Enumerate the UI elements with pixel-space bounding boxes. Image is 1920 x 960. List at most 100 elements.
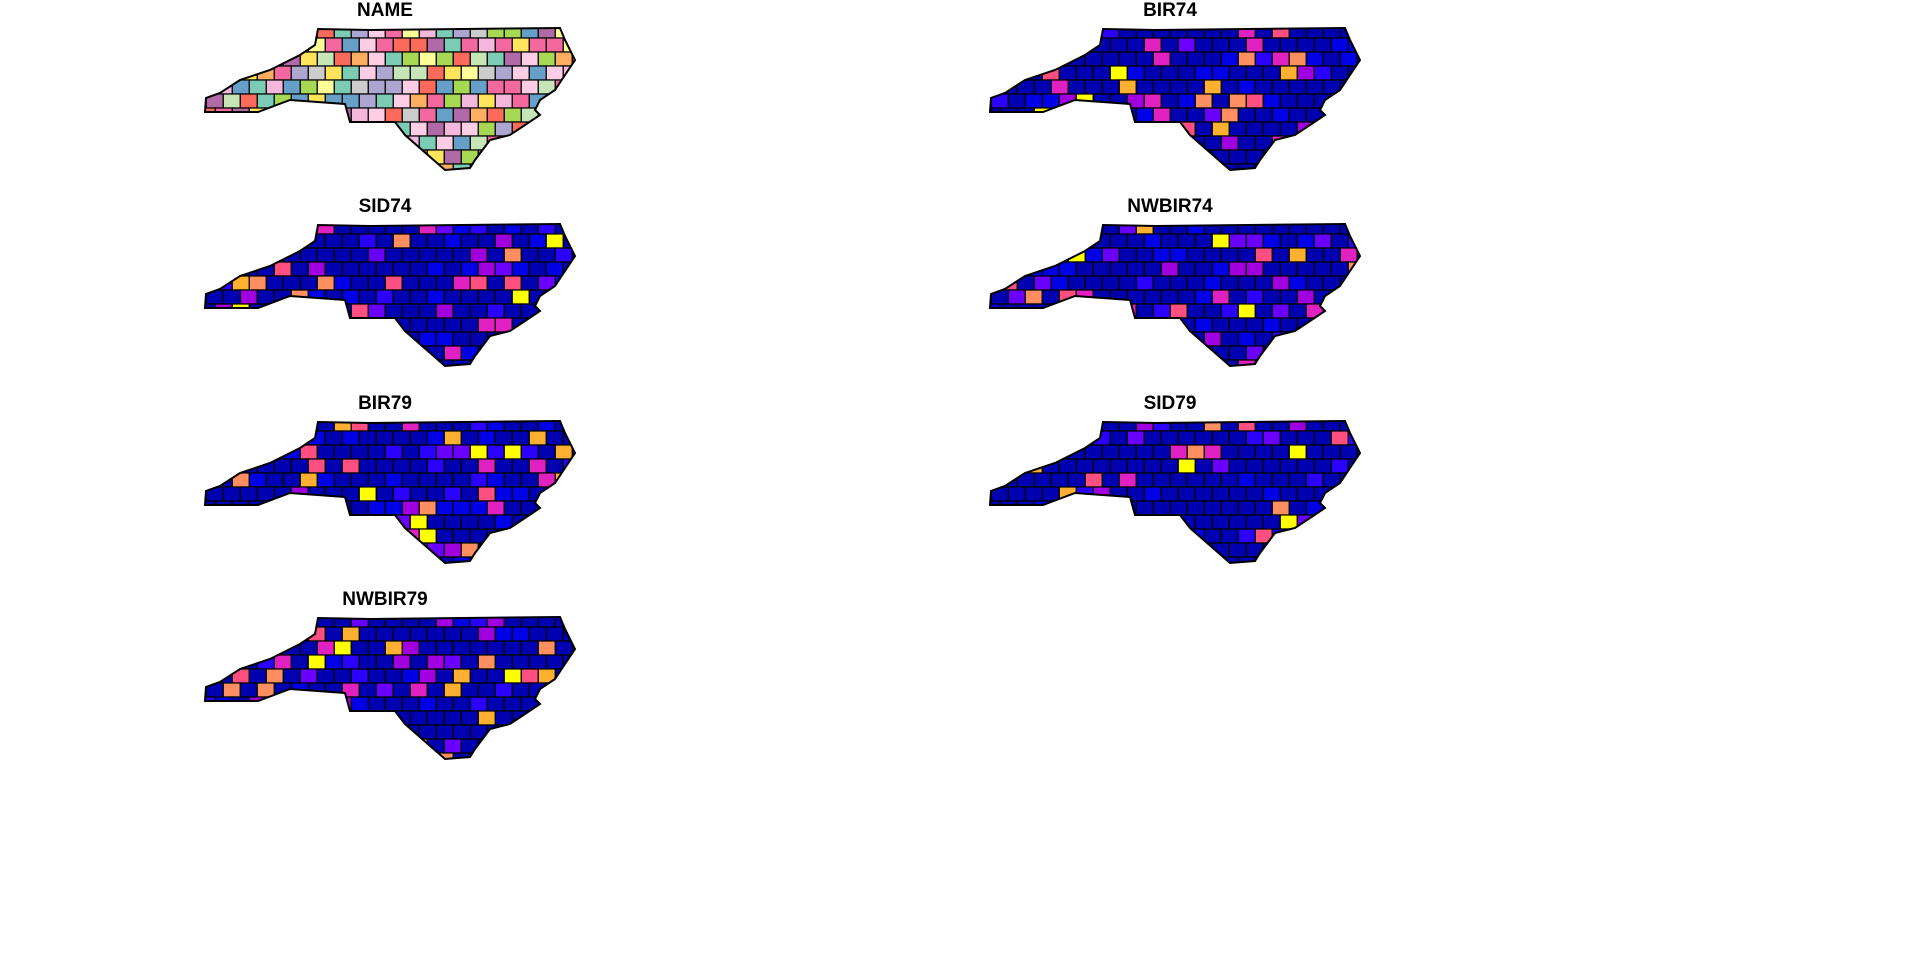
county-polygon [1313,430,1332,446]
county-polygon [375,738,394,754]
county-polygon [1007,514,1026,530]
county-polygon [1296,486,1315,502]
county-polygon [231,135,250,151]
county-polygon [1339,444,1358,460]
county-polygon [1262,458,1281,474]
county-polygon [316,752,335,759]
county-polygon [418,472,437,488]
county-polygon [350,163,369,170]
county-polygon [1237,444,1256,460]
county-polygon [1109,121,1128,137]
county-polygon [435,303,454,319]
county-polygon [401,640,420,656]
county-polygon [1203,556,1222,563]
county-polygon [580,655,585,669]
county-polygon [1365,318,1370,332]
county-polygon [195,276,198,290]
county-polygon [1118,275,1137,291]
county-polygon [511,430,530,446]
county-polygon [1075,149,1094,165]
county-polygon [1058,37,1077,53]
county-polygon [1330,542,1349,558]
county-polygon [980,276,983,290]
county-polygon [316,163,335,170]
county-polygon [1237,135,1256,151]
county-polygon [990,430,1009,446]
county-polygon [1177,93,1196,109]
county-polygon [1092,149,1111,165]
county-polygon [358,93,377,109]
county-polygon [1211,430,1230,446]
county-polygon [443,345,462,361]
county-polygon [571,724,575,740]
county-polygon [486,444,505,460]
county-polygon [528,121,547,137]
county-polygon [384,135,403,151]
county-polygon [341,345,360,361]
county-polygon [392,37,411,53]
county-polygon [528,738,547,754]
county-polygon [384,224,403,235]
county-polygon [299,224,318,235]
county-polygon [273,317,292,333]
county-polygon [401,224,420,235]
county-polygon [1135,275,1154,291]
county-polygon [571,163,575,170]
county-polygon [990,121,1009,137]
county-polygon [571,528,575,544]
county-polygon [231,500,250,516]
county-polygon [1296,65,1315,81]
county-polygon [503,51,522,67]
county-polygon [1016,359,1035,366]
county-polygon [358,289,377,305]
county-polygon [1220,421,1239,432]
county-polygon [1288,303,1307,319]
county-polygon [1160,121,1179,137]
county-polygon [1135,247,1154,263]
county-polygon [384,28,403,39]
county-polygon [1169,247,1188,263]
county-polygon [1084,275,1103,291]
county-polygon [1322,444,1341,460]
county-polygon [256,317,275,333]
county-polygon [350,696,369,712]
county-polygon [401,724,420,740]
county-polygon [426,486,445,502]
county-polygon [222,93,241,109]
county-polygon [494,654,513,670]
county-polygon [1101,28,1120,39]
county-polygon [409,430,428,446]
county-polygon [384,331,403,347]
county-polygon [1288,275,1307,291]
county-polygon [418,359,437,366]
county-polygon [580,487,585,501]
county-polygon [1254,444,1273,460]
county-polygon [256,542,275,558]
county-polygon [367,224,386,235]
county-polygon [1313,458,1332,474]
county-polygon [435,331,454,347]
county-polygon [571,359,575,366]
county-polygon [426,430,445,446]
county-polygon [537,617,556,628]
county-polygon [1177,233,1196,249]
county-polygon [477,233,496,249]
county-polygon [545,486,564,502]
county-polygon [990,79,1001,95]
county-polygon [562,710,575,726]
county-polygon [1296,149,1315,165]
county-polygon [1075,317,1094,333]
county-polygon [384,617,403,628]
county-polygon [1279,149,1298,165]
county-polygon [195,136,198,150]
panel-title: SID74 [358,196,412,217]
county-polygon [1126,65,1145,81]
county-polygon [1033,444,1052,460]
county-polygon [1050,135,1069,151]
county-polygon [1058,514,1077,530]
county-polygon [1237,79,1256,95]
county-polygon [477,626,496,642]
county-polygon [1288,421,1307,432]
county-polygon [435,472,454,488]
county-polygon [367,275,386,291]
